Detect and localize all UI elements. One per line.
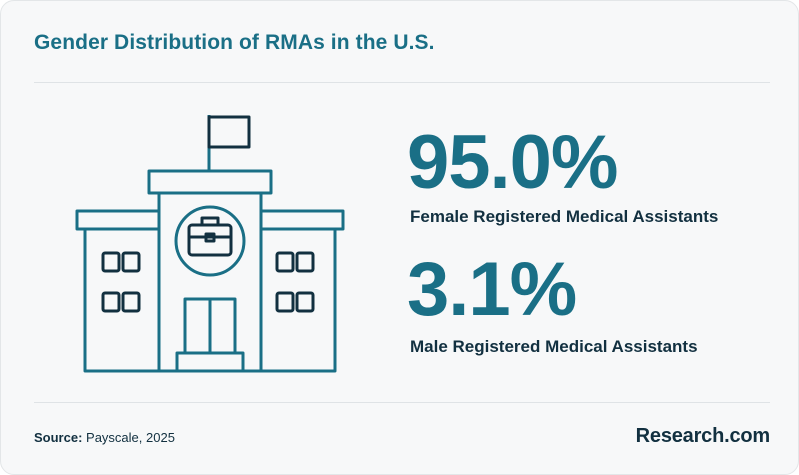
school-building-briefcase-icon: [75, 115, 345, 373]
male-percentage: 3.1%: [407, 247, 577, 332]
source-note: Source: Payscale, 2025: [34, 430, 175, 445]
brand-logo[interactable]: Research.com: [635, 425, 771, 447]
male-label: Male Registered Medical Assistants: [410, 337, 698, 356]
top-divider: [34, 82, 770, 83]
female-percentage: 95.0%: [407, 120, 618, 205]
source-text: Payscale, 2025: [86, 430, 175, 445]
source-prefix: Source:: [34, 430, 83, 445]
female-label: Female Registered Medical Assistants: [410, 207, 719, 226]
bottom-divider: [34, 402, 770, 403]
page-title: Gender Distribution of RMAs in the U.S.: [34, 31, 435, 54]
